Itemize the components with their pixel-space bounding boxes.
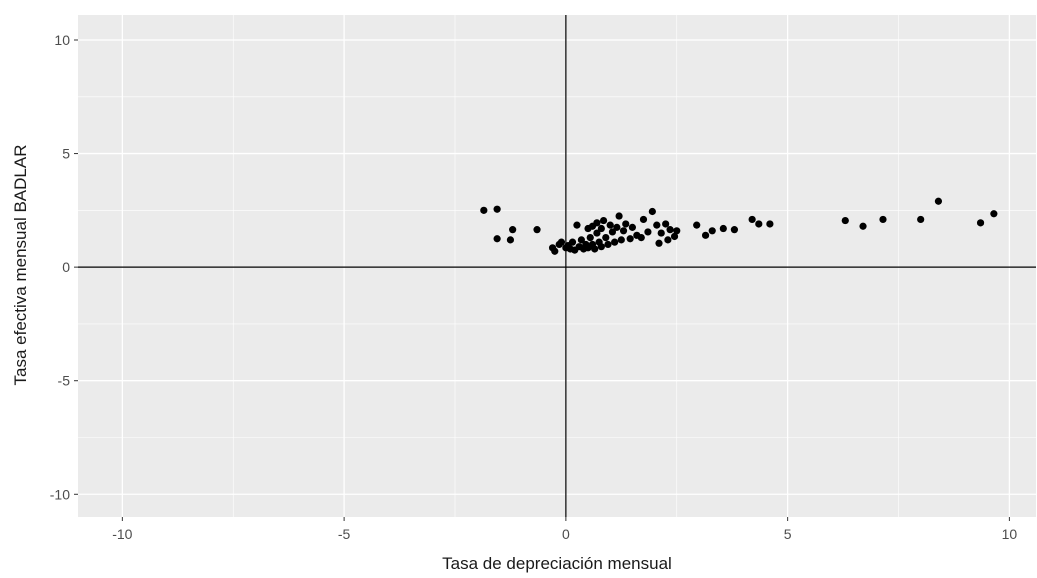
x-tick-label: -10 [112,526,132,542]
data-point [480,206,488,214]
data-point [533,226,541,234]
data-point [673,227,681,235]
y-tick-label: 5 [62,146,70,162]
data-point [701,231,710,239]
reference-lines [78,15,1036,517]
data-point [493,205,501,213]
data-point [748,215,756,224]
data-point [657,229,665,237]
data-point [664,236,672,244]
data-points [480,197,998,255]
data-point [755,220,763,228]
data-point [917,215,925,224]
plot-panel [78,15,1036,517]
data-point [976,219,985,227]
data-point [597,243,605,251]
data-point [597,224,605,233]
data-point [557,238,566,246]
data-point [622,220,630,228]
data-point [662,220,670,228]
data-point [644,228,652,236]
x-axis-ticks: -10 -5 0 5 10 [112,517,1017,542]
x-tick-label: 0 [562,526,570,542]
data-point [639,215,648,224]
data-point [577,236,585,244]
data-point [568,238,577,246]
y-tick-label: -5 [58,373,71,389]
data-point [573,221,581,229]
x-tick-label: 5 [784,526,792,542]
data-point [637,234,645,242]
y-tick-label: 0 [62,259,70,275]
data-point [615,212,623,220]
y-axis-title: Tasa efectiva mensual BADLAR [11,145,30,386]
data-point [551,247,559,255]
data-point [666,226,674,234]
data-point [648,207,656,216]
data-point [626,235,634,243]
x-axis-title: Tasa de depreciación mensual [442,554,672,573]
x-tick-label: -5 [338,526,351,542]
data-point [619,227,628,235]
data-point [934,197,943,205]
y-axis-ticks: -10 -5 0 5 10 [50,32,78,502]
data-point [653,221,661,229]
data-point [766,220,774,228]
data-point [655,239,663,247]
data-point [730,226,739,234]
data-point [493,235,501,243]
data-point [611,238,619,246]
data-point [591,245,599,253]
data-point [599,216,608,225]
data-point [693,221,701,229]
data-point [604,240,612,249]
data-point [719,224,727,233]
data-point [841,216,849,225]
data-point [608,228,617,236]
y-tick-label: 10 [54,32,70,48]
data-point [506,236,515,244]
minor-gridlines [78,15,1036,517]
data-point [879,215,887,224]
data-point [859,222,867,230]
data-point [593,219,601,227]
data-point [602,234,610,242]
x-tick-label: 10 [1002,526,1018,542]
y-tick-label: -10 [50,486,70,502]
data-point [509,226,517,234]
data-point [628,223,636,231]
data-point [586,234,594,242]
data-point [617,236,625,244]
data-point [593,229,601,237]
data-point [670,232,679,241]
data-point [606,221,614,229]
data-point [708,227,716,235]
data-point [613,223,621,231]
data-point [990,210,998,218]
